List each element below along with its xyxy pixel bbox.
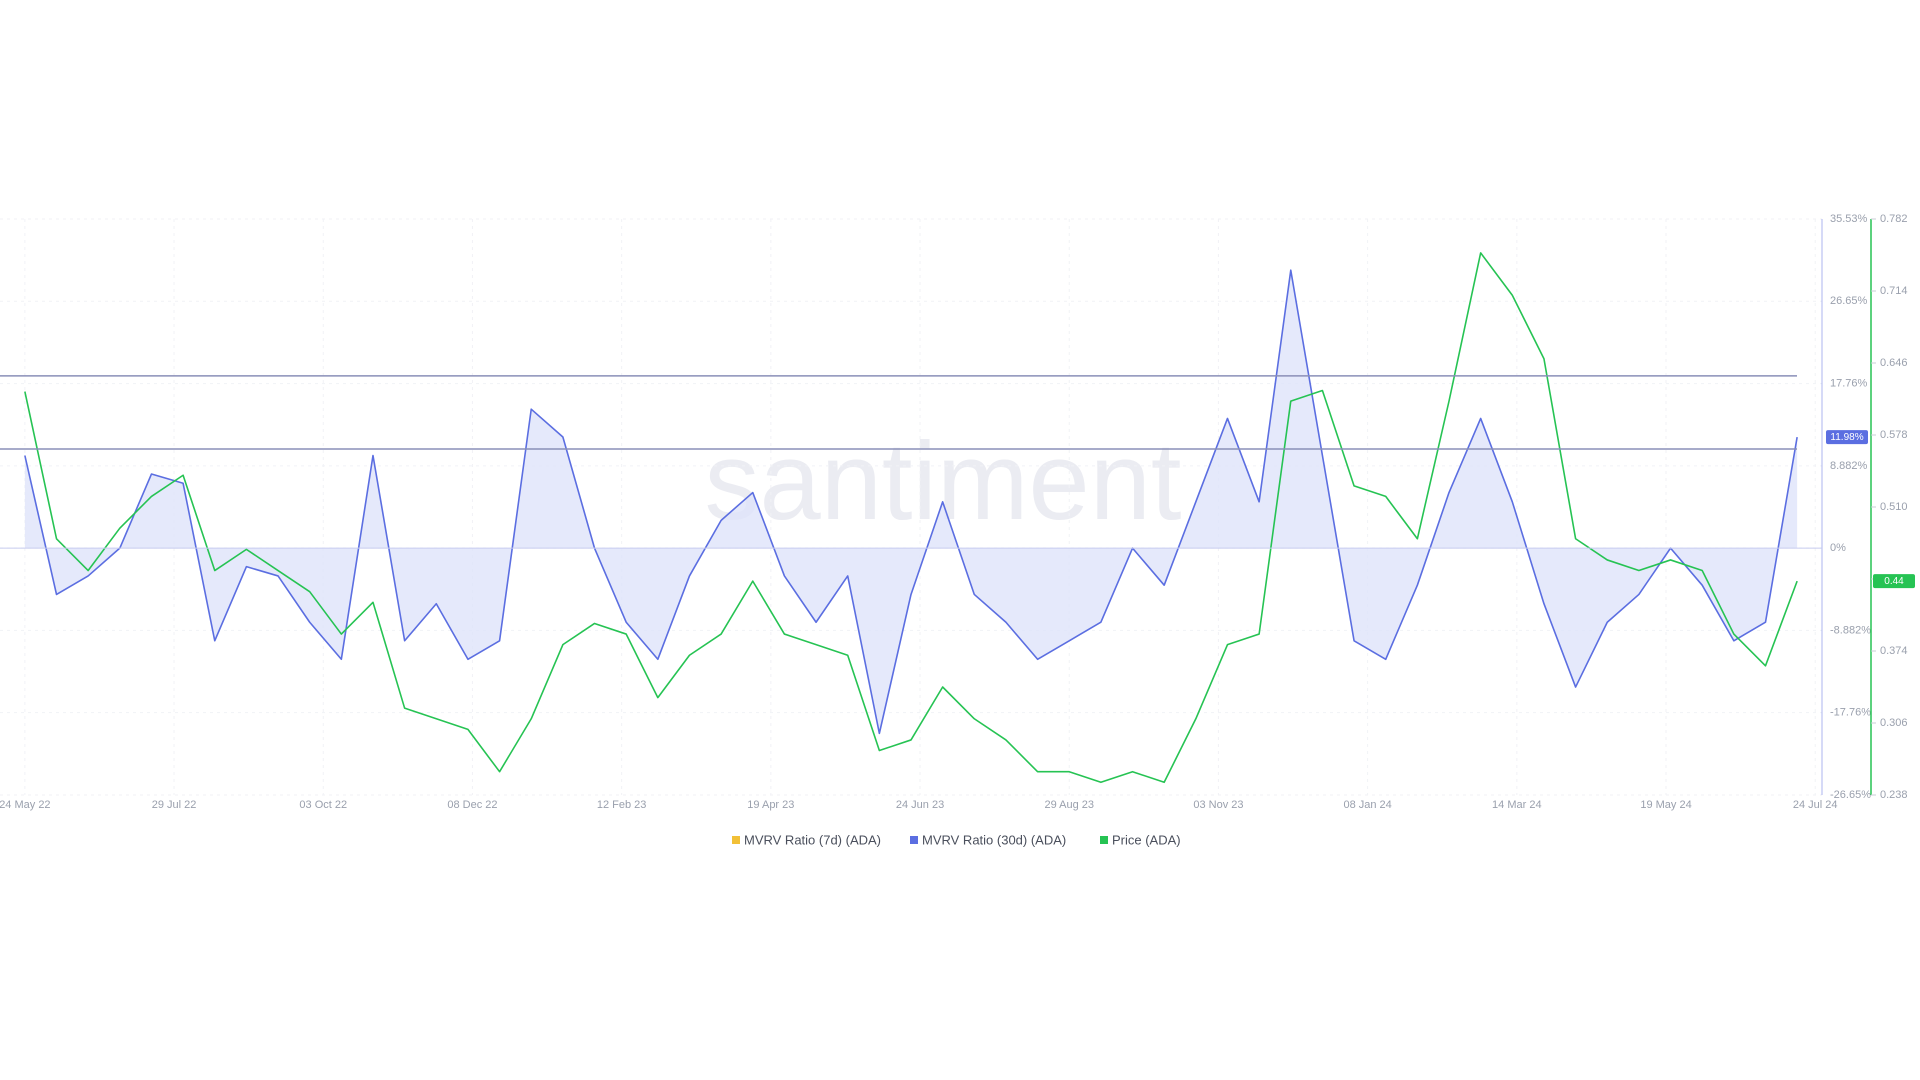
y-tick-label: -8.882%	[1830, 624, 1871, 636]
y2-tick-label: 0.306	[1880, 717, 1908, 729]
x-tick-label: 14 Mar 24	[1492, 799, 1542, 811]
legend-swatch	[732, 836, 740, 844]
x-tick-label: 08 Dec 22	[447, 799, 497, 811]
y-tick-label: 17.76%	[1830, 378, 1868, 390]
x-tick-label: 19 May 24	[1640, 799, 1691, 811]
x-tick-label: 29 Jul 22	[152, 799, 197, 811]
y2-tick-label: 0.374	[1880, 645, 1908, 657]
x-tick-label: 24 Jul 24	[1793, 799, 1838, 811]
legend-swatch	[910, 836, 918, 844]
x-tick-label: 12 Feb 23	[597, 799, 647, 811]
value-badge-label: 0.44	[1884, 576, 1904, 587]
y-tick-label: -17.76%	[1830, 707, 1871, 719]
legend-label: Price (ADA)	[1112, 832, 1181, 847]
legend-swatch	[1100, 836, 1108, 844]
x-tick-label: 19 Apr 23	[747, 799, 794, 811]
legend: MVRV Ratio (7d) (ADA) MVRV Ratio (30d) (A…	[732, 832, 1181, 847]
y-tick-label: 26.65%	[1830, 295, 1868, 307]
x-tick-label: 03 Oct 22	[299, 799, 347, 811]
line	[24, 269, 1798, 735]
y2-tick-label: 0.646	[1880, 357, 1908, 369]
value-badge-label: 11.98%	[1830, 432, 1863, 443]
x-tick-label: 24 May 22	[0, 799, 51, 811]
x-tick-label: 29 Aug 23	[1044, 799, 1094, 811]
y2-tick-label: 0.510	[1880, 501, 1908, 513]
y-tick-label: 8.882%	[1830, 460, 1868, 472]
y-tick-label: -26.65%	[1830, 789, 1871, 801]
y2-tick-label: 0.238	[1880, 789, 1908, 801]
y2-tick-label: 0.782	[1880, 213, 1908, 225]
y-tick-label: 35.53%	[1830, 213, 1868, 225]
y2-tick-label: 0.714	[1880, 285, 1908, 297]
value-badge	[1873, 574, 1915, 589]
x-tick-label: 03 Nov 23	[1193, 799, 1243, 811]
y2-tick-label: 0.578	[1880, 429, 1908, 441]
area	[24, 270, 1798, 734]
legend-label: MVRV Ratio (7d) (ADA)	[744, 832, 881, 847]
line	[24, 252, 1798, 784]
y-tick-label: 0%	[1830, 542, 1846, 554]
legend-label: MVRV Ratio (30d) (ADA)	[922, 832, 1066, 847]
value-badge	[1826, 430, 1868, 445]
x-tick-label: 24 Jun 23	[896, 799, 944, 811]
x-tick-label: 08 Jan 24	[1343, 799, 1391, 811]
